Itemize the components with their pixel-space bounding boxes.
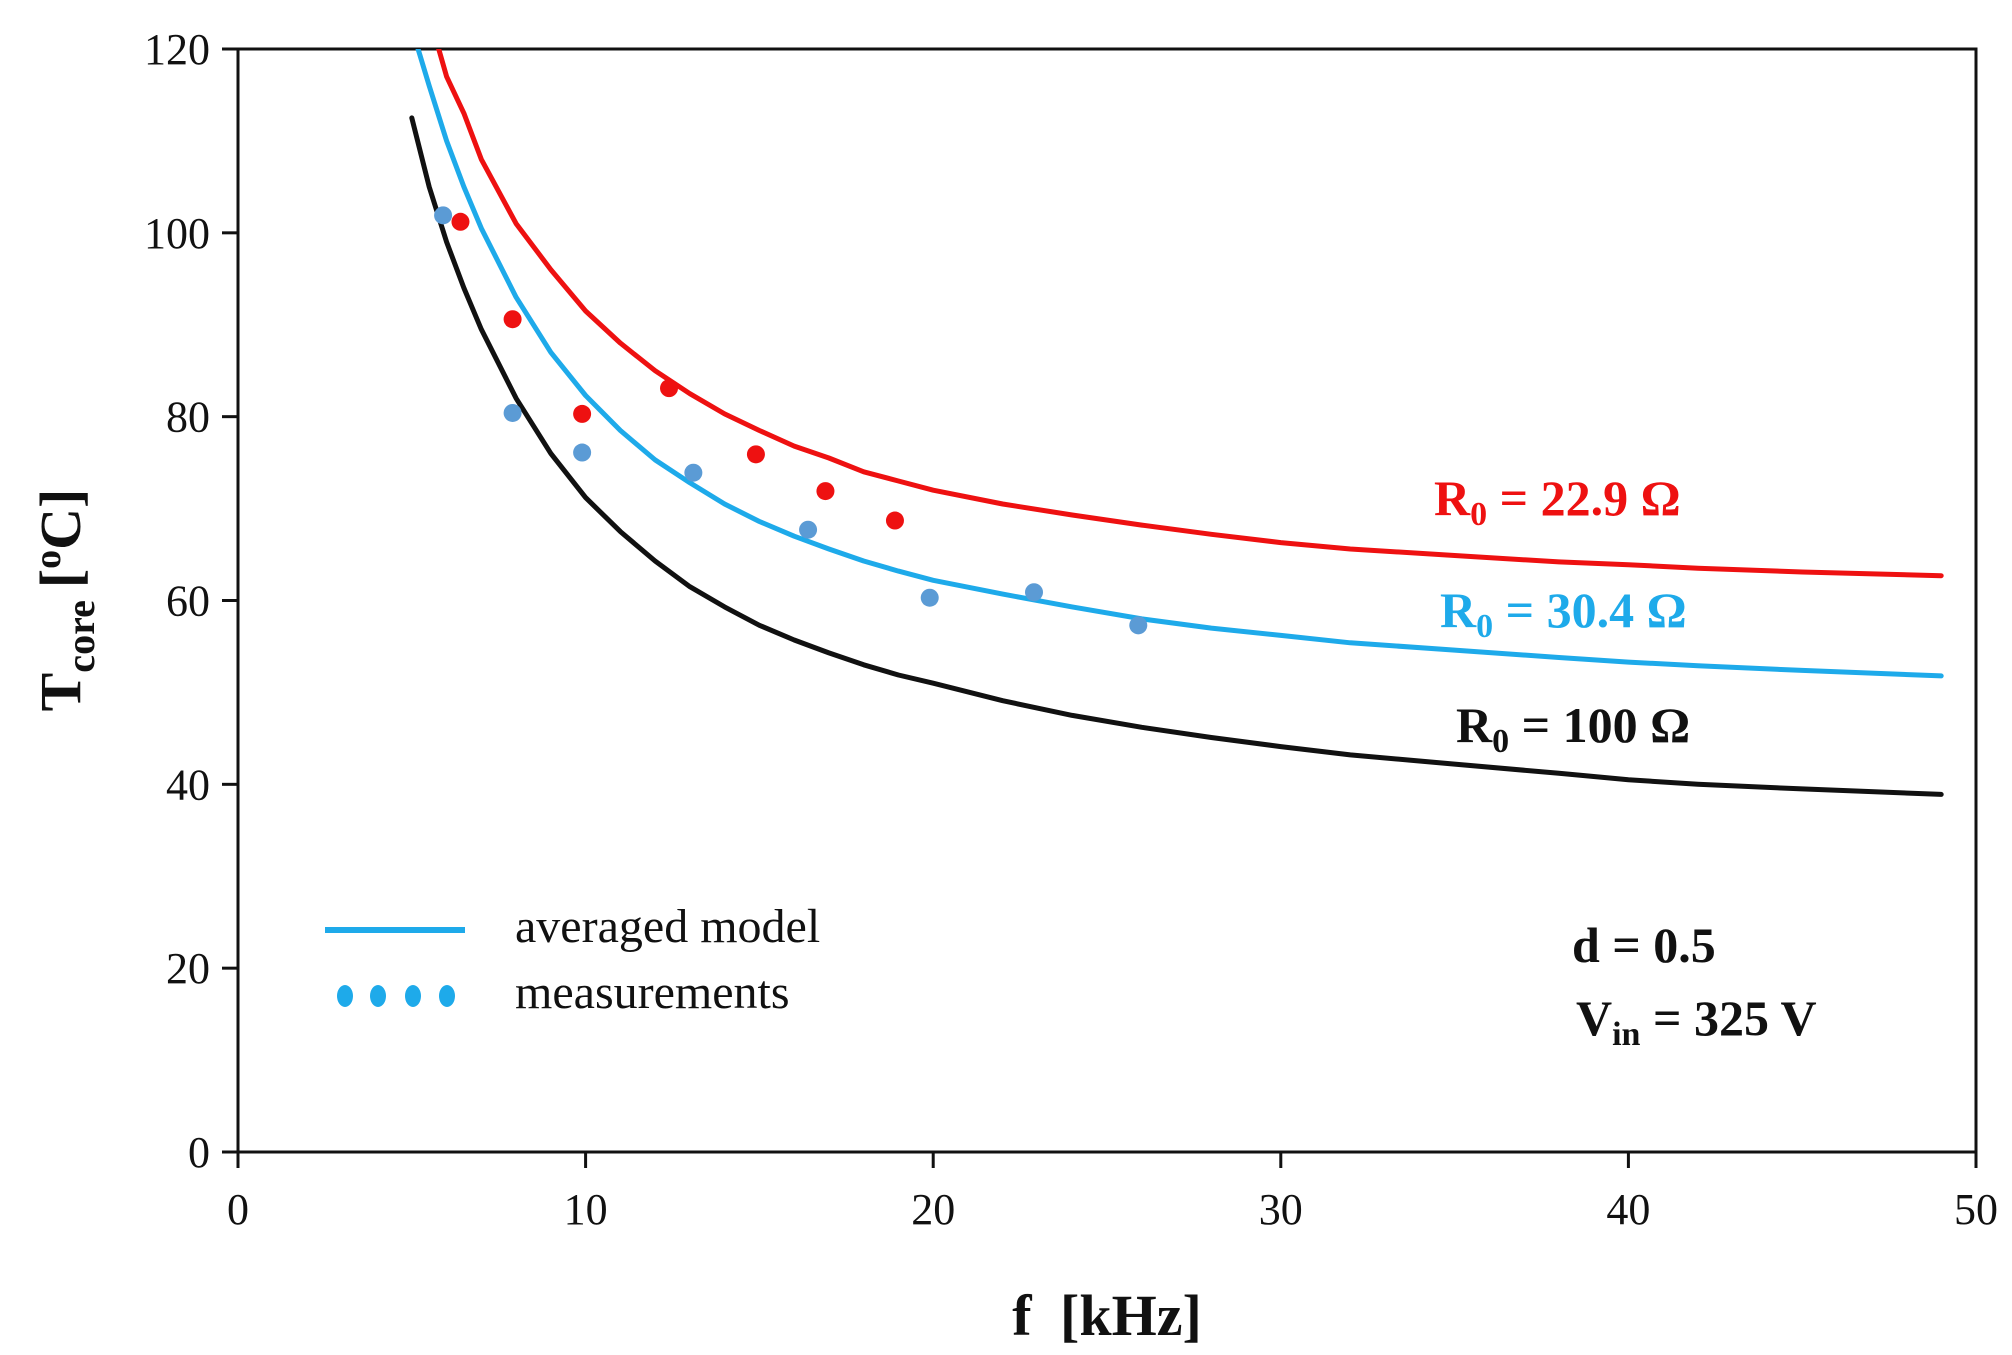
y-axis-title-unit-close: C] [28, 489, 93, 550]
curve-label-r0-22-9-sub: 0 [1470, 496, 1487, 533]
plot-area-frame [236, 47, 1978, 1154]
x-tick-label: 20 [911, 1185, 955, 1234]
x-axis-title: f [kHz] [1012, 1283, 1202, 1348]
measurement-point-r0-22-9 [573, 404, 592, 423]
y-tick-label: 100 [144, 209, 210, 258]
legend-marker-label: measurements [515, 966, 790, 1019]
measurement-point-r0-30-4 [799, 520, 818, 539]
model-curves [409, 49, 1944, 797]
legend-marker-dot [439, 985, 455, 1007]
curve-label-r0-30-4-main: R [1440, 582, 1477, 638]
model-curve-r0-100 [409, 115, 1944, 797]
x-tick-label: 40 [1606, 1185, 1650, 1234]
input-voltage-sub: in [1612, 1016, 1640, 1053]
y-tick-label: 20 [166, 944, 210, 993]
y-axis-title-sub: core [58, 600, 103, 673]
curve-label-r0-22-9-main: R [1434, 470, 1471, 526]
measurement-point-r0-22-9 [885, 511, 904, 530]
y-tick-label: 0 [188, 1128, 210, 1177]
legend-marker-swatch [337, 985, 455, 1007]
measurement-point-r0-22-9 [816, 482, 835, 501]
curve-label-r0-100: R0 = 100 Ω [1456, 697, 1690, 760]
duty-cycle-annotation: d = 0.5 [1572, 917, 1716, 973]
curve-label-r0-100-sub: 0 [1492, 723, 1509, 760]
x-tick-label: 10 [564, 1185, 608, 1234]
legend-marker-dot [405, 985, 421, 1007]
curve-label-r0-30-4: R0 = 30.4 Ω [1440, 582, 1687, 645]
curve-label-r0-30-4-sub: 0 [1476, 608, 1493, 645]
x-tick-label: 0 [227, 1185, 249, 1234]
input-voltage-main: V [1576, 990, 1612, 1046]
legend-marker-dot [337, 985, 353, 1007]
curve-label-r0-100-main: R [1456, 697, 1493, 753]
x-axis-title-unit: [kHz] [1060, 1283, 1202, 1348]
y-tick-label: 40 [166, 760, 210, 809]
model-curve-r0-22-9 [436, 49, 1944, 579]
model-curve-r0-30-4 [415, 49, 1944, 679]
curve-label-r0-22-9: R0 = 22.9 Ω [1434, 470, 1681, 533]
y-axis-title-unit-open: [ [28, 569, 93, 588]
y-axis-title: Tcore [oC] [27, 489, 103, 712]
measurement-points [434, 206, 1148, 635]
legend-line-label: averaged model [515, 900, 820, 953]
measurement-point-r0-22-9 [503, 310, 522, 329]
measurement-point-r0-30-4 [434, 206, 453, 225]
y-tick-label: 80 [166, 393, 210, 442]
x-tick-label: 30 [1259, 1185, 1303, 1234]
curve-label-r0-22-9-rest: = 22.9 Ω [1487, 470, 1681, 526]
x-axis-title-main: f [1012, 1283, 1032, 1348]
x-tick-label: 50 [1954, 1185, 1998, 1234]
measurement-point-r0-22-9 [746, 445, 765, 464]
y-axis-title-unit-sup: o [27, 550, 69, 569]
input-voltage-annotation: Vin = 325 V [1576, 990, 1817, 1053]
measurement-point-r0-22-9 [451, 212, 470, 231]
measurement-point-r0-30-4 [1129, 616, 1148, 635]
input-voltage-rest: = 325 V [1640, 990, 1816, 1046]
measurement-point-r0-30-4 [1025, 583, 1044, 602]
measurement-point-r0-30-4 [573, 443, 592, 462]
measurement-point-r0-30-4 [503, 403, 522, 422]
measurement-point-r0-30-4 [920, 588, 939, 607]
y-axis-title-main: T [28, 673, 93, 712]
y-axis-ticks: 0 20 40 60 80 100 120 [144, 25, 238, 1177]
legend-marker-dot [370, 985, 386, 1007]
y-tick-label: 60 [166, 577, 210, 626]
curve-label-r0-30-4-rest: = 30.4 Ω [1493, 582, 1687, 638]
measurement-point-r0-22-9 [660, 379, 679, 398]
legend: averaged model measurements [325, 900, 820, 1019]
curve-label-r0-100-rest: = 100 Ω [1509, 697, 1690, 753]
y-tick-label: 120 [144, 25, 210, 74]
measurement-point-r0-30-4 [684, 463, 703, 482]
x-axis-ticks: 0 10 20 30 40 50 [227, 1152, 1998, 1234]
